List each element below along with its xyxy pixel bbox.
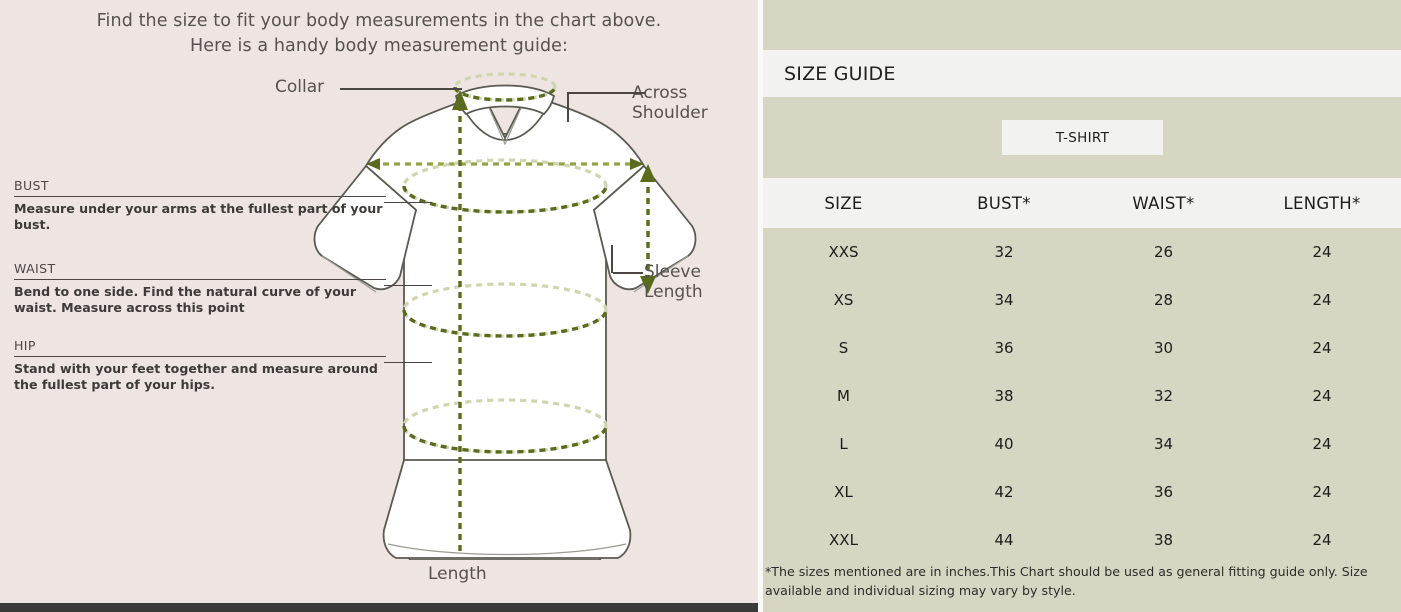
cell-waist: 34 bbox=[1153, 435, 1174, 453]
cell-waist: 38 bbox=[1153, 531, 1174, 549]
size-table-header: SIZE BUST* WAIST* LENGTH* bbox=[763, 178, 1401, 228]
cell-waist: 26 bbox=[1153, 243, 1174, 261]
cell-size: XXS bbox=[828, 243, 859, 261]
cell-bust: 40 bbox=[994, 435, 1014, 453]
leader-line-hip bbox=[384, 361, 432, 364]
divider-bust bbox=[14, 196, 386, 197]
diagram-label-sleeve-length: Sleeve Length bbox=[644, 262, 703, 302]
divider-waist bbox=[14, 279, 386, 280]
cell-bust: 42 bbox=[994, 483, 1014, 501]
cell-size: XL bbox=[834, 483, 853, 501]
cell-waist: 30 bbox=[1153, 339, 1174, 357]
table-row: L 40 34 24 bbox=[763, 420, 1401, 468]
cell-bust: 34 bbox=[994, 291, 1014, 309]
size-guide-header: SIZE GUIDE bbox=[763, 50, 1401, 97]
cell-size: M bbox=[837, 387, 850, 405]
guide-headline-line2: Here is a handy body measurement guide: bbox=[189, 36, 569, 56]
leader-line-across-shoulder-vertical bbox=[567, 92, 569, 122]
cell-waist: 28 bbox=[1153, 291, 1174, 309]
cell-bust: 44 bbox=[994, 531, 1014, 549]
measurement-block-bust: BUST Measure under your arms at the full… bbox=[14, 178, 386, 232]
panel-top-band bbox=[763, 3, 1401, 50]
size-table-footnote: *The sizes mentioned are in inches.This … bbox=[763, 562, 1401, 600]
table-row: XXL 44 38 24 bbox=[763, 516, 1401, 564]
cell-length: 24 bbox=[1312, 339, 1332, 357]
leader-line-across-shoulder-2 bbox=[567, 92, 614, 94]
footnote-line2: available and individual sizing may vary… bbox=[765, 583, 1076, 598]
cell-length: 24 bbox=[1312, 483, 1332, 501]
cell-bust: 32 bbox=[994, 243, 1014, 261]
tab-tshirt[interactable]: T-SHIRT bbox=[1002, 120, 1163, 155]
diagram-label-length: Length bbox=[428, 564, 487, 584]
table-row: XS 34 28 24 bbox=[763, 276, 1401, 324]
panel-divider bbox=[758, 0, 763, 612]
divider-hip bbox=[14, 356, 386, 357]
measurement-block-hip: HIP Stand with your feet together and me… bbox=[14, 338, 386, 392]
cell-waist: 36 bbox=[1153, 483, 1174, 501]
column-header-size: SIZE bbox=[824, 193, 863, 213]
leader-line-across-shoulder bbox=[613, 92, 645, 94]
measurement-block-waist: WAIST Bend to one side. Find the natural… bbox=[14, 261, 386, 315]
leader-line-sleeve-length-vertical bbox=[611, 245, 613, 273]
cell-length: 24 bbox=[1312, 531, 1332, 549]
page-title: SIZE GUIDE bbox=[784, 62, 896, 85]
size-guide-panel: SIZE GUIDE T-SHIRT SIZE BUST* WAIST* LEN… bbox=[763, 0, 1401, 612]
table-row: XL 42 36 24 bbox=[763, 468, 1401, 516]
cell-bust: 38 bbox=[994, 387, 1014, 405]
footnote-line1: *The sizes mentioned are in inches.This … bbox=[765, 564, 1368, 579]
diagram-label-across-shoulder: Across Shoulder bbox=[632, 83, 708, 123]
table-row: S 36 30 24 bbox=[763, 324, 1401, 372]
table-row: XXS 32 26 24 bbox=[763, 228, 1401, 276]
column-header-waist: WAIST* bbox=[1132, 193, 1195, 213]
cell-length: 24 bbox=[1312, 387, 1332, 405]
measurement-text-waist: Bend to one side. Find the natural curve… bbox=[14, 284, 357, 315]
tab-strip: T-SHIRT bbox=[763, 97, 1401, 178]
measurement-title-bust: BUST bbox=[14, 178, 49, 193]
measurement-text-hip: Stand with your feet together and measur… bbox=[14, 361, 378, 392]
size-table-body: XXS 32 26 24 XS 34 28 24 S 36 30 24 M 38 32 24 L 40 34 24 XL… bbox=[763, 228, 1401, 564]
guide-headline-line1: Find the size to fit your body measureme… bbox=[96, 11, 662, 31]
diagram-label-collar: Collar bbox=[275, 77, 325, 97]
column-header-length: LENGTH* bbox=[1283, 193, 1361, 213]
leader-line-sleeve-length bbox=[613, 272, 643, 274]
cell-length: 24 bbox=[1312, 291, 1332, 309]
cell-size: S bbox=[838, 339, 849, 357]
leader-line-collar bbox=[340, 88, 462, 90]
cell-size: XS bbox=[833, 291, 854, 309]
measurement-title-waist: WAIST bbox=[14, 261, 56, 276]
cell-size: XXL bbox=[829, 531, 858, 549]
table-row: M 38 32 24 bbox=[763, 372, 1401, 420]
measurement-title-hip: HIP bbox=[14, 338, 36, 353]
garment-illustration: .olin { fill:#ffffff; stroke:#5a5a52; st… bbox=[313, 72, 697, 560]
left-panel-bottom-bar bbox=[0, 603, 758, 612]
measurement-text-bust: Measure under your arms at the fullest p… bbox=[14, 201, 383, 232]
cell-waist: 32 bbox=[1153, 387, 1174, 405]
cell-bust: 36 bbox=[994, 339, 1014, 357]
body-measurement-guide-panel: Find the size to fit your body measureme… bbox=[0, 0, 758, 612]
leader-line-bust bbox=[384, 201, 432, 204]
cell-length: 24 bbox=[1312, 435, 1332, 453]
cell-length: 24 bbox=[1312, 243, 1332, 261]
column-header-bust: BUST* bbox=[977, 193, 1031, 213]
cell-size: L bbox=[839, 435, 848, 453]
leader-line-waist bbox=[384, 284, 432, 287]
